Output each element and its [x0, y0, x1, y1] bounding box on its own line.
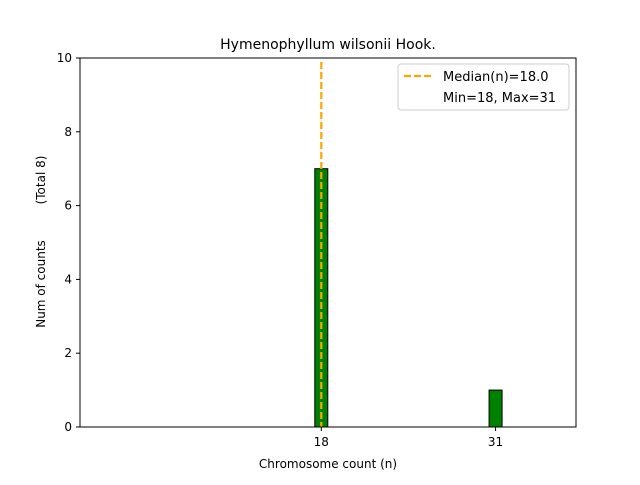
x-tick-label-31: 31 [488, 435, 503, 449]
y-tick-label-10: 10 [57, 51, 72, 65]
bar-31 [488, 389, 503, 428]
y-axis-label: Num of counts [34, 240, 48, 328]
y-tick-label-8: 8 [64, 125, 72, 139]
legend-entry-minmax: Min=18, Max=31 [443, 91, 556, 106]
x-ticks-layer: 18 31 [314, 427, 503, 449]
y-axis-total-note: (Total 8) [34, 156, 48, 205]
legend: Median(n)=18.0 Min=18, Max=31 [397, 63, 570, 111]
y-tick-label-4: 4 [64, 272, 72, 286]
x-axis-label: Chromosome count (n) [259, 457, 397, 471]
legend-entry-median: Median(n)=18.0 [443, 70, 549, 85]
y-tick-label-2: 2 [64, 346, 72, 360]
y-tick-label-0: 0 [64, 420, 72, 434]
legend-box [397, 63, 570, 111]
x-tick-label-18: 18 [314, 435, 329, 449]
plot-frame [79, 57, 577, 428]
chart-title: Hymenophyllum wilsonii Hook. [220, 37, 436, 53]
y-ticks-layer: 0 2 4 6 8 10 [57, 51, 80, 434]
y-tick-label-6: 6 [64, 199, 72, 213]
